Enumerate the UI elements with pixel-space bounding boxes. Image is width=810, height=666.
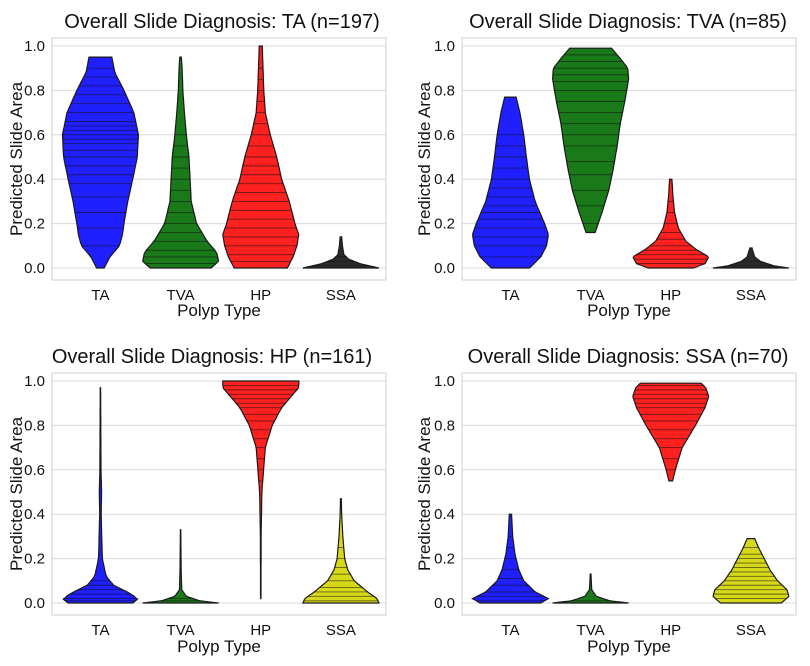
x-tick-label: HP	[660, 622, 681, 639]
y-tick-label: 0.2	[434, 216, 455, 233]
violin-hp	[632, 382, 710, 482]
violin-tva	[142, 56, 220, 269]
violin-ssa	[712, 538, 790, 604]
violin-body	[142, 529, 219, 604]
y-tick-label: 0.4	[434, 506, 455, 523]
chart-panel-1: 0.0 0.2 0.4 0.6 0.8 1.0 TA TVA HP SSA Overall Slid…	[415, 11, 797, 320]
violin-tva	[552, 573, 629, 604]
violin-ssa	[302, 236, 380, 269]
y-tick-label: 0.4	[24, 506, 45, 523]
y-tick-label: 0.0	[434, 260, 455, 277]
violin-body	[61, 56, 140, 269]
y-tick-label: 0.0	[24, 595, 45, 612]
x-tick-label: HP	[660, 287, 681, 304]
x-axis-label: Polyp Type	[177, 637, 261, 656]
y-tick-label: 0.8	[434, 417, 455, 434]
x-axis-label: Polyp Type	[587, 637, 671, 656]
violin-tva	[551, 47, 630, 234]
violin-ssa	[712, 247, 789, 269]
violin-hp	[222, 380, 300, 600]
y-tick-label: 1.0	[434, 373, 455, 390]
y-axis-label: Predicted Slide Area	[415, 81, 434, 236]
violin-ta	[471, 513, 550, 604]
y-tick-label: 0.0	[434, 595, 455, 612]
y-axis-label: Predicted Slide Area	[7, 81, 26, 236]
x-tick-label: TA	[501, 622, 519, 639]
violin-body	[301, 498, 380, 604]
chart-title: Overall Slide Diagnosis: HP (n=161)	[52, 346, 372, 368]
y-tick-label: 0.6	[434, 127, 455, 144]
chart-panel-2: 0.0 0.2 0.4 0.6 0.8 1.0 TA TVA HP SSA Overall Slid…	[7, 346, 387, 656]
violin-body	[302, 236, 380, 269]
violin-hp	[222, 45, 300, 269]
violin-body	[712, 538, 790, 604]
y-tick-label: 0.8	[24, 417, 45, 434]
x-tick-label: HP	[250, 622, 271, 639]
y-tick-label: 1.0	[434, 38, 455, 55]
x-tick-label: TVA	[167, 622, 195, 639]
violin-ta	[472, 96, 549, 269]
chart-panel-3: 0.0 0.2 0.4 0.6 0.8 1.0 TA TVA HP SSA Overall Slid…	[415, 346, 797, 656]
y-tick-label: 1.0	[24, 38, 45, 55]
y-tick-label: 0.2	[434, 551, 455, 568]
x-axis-label: Polyp Type	[587, 301, 671, 320]
chart-title: Overall Slide Diagnosis: TA (n=197)	[64, 11, 380, 33]
y-tick-label: 0.4	[434, 171, 455, 188]
violin-hp	[632, 178, 709, 269]
violin-body	[142, 56, 220, 269]
y-tick-label: 0.8	[24, 82, 45, 99]
y-tick-label: 0.6	[434, 462, 455, 479]
y-tick-label: 0.2	[24, 216, 45, 233]
violin-ssa	[301, 498, 380, 604]
violin-body	[551, 47, 630, 234]
y-tick-label: 0.4	[24, 171, 45, 188]
chart-panel-0: 0.0 0.2 0.4 0.6 0.8 1.0 TA TVA HP SSA Overall Slid…	[7, 11, 387, 320]
violin-tva	[142, 529, 219, 604]
y-axis-label: Predicted Slide Area	[415, 416, 434, 571]
x-tick-label: SSA	[736, 622, 766, 639]
y-tick-label: 0.6	[24, 462, 45, 479]
x-tick-label: TA	[91, 287, 109, 304]
x-tick-label: TA	[501, 287, 519, 304]
x-tick-label: TVA	[167, 287, 195, 304]
x-tick-label: TVA	[577, 287, 605, 304]
violin-body	[222, 380, 300, 600]
x-tick-label: HP	[250, 287, 271, 304]
violin-body	[472, 96, 549, 269]
chart-title: Overall Slide Diagnosis: TVA (n=85)	[469, 11, 787, 33]
violin-body	[552, 573, 629, 604]
violin-ta	[61, 56, 140, 269]
x-tick-label: SSA	[736, 287, 766, 304]
x-tick-label: SSA	[326, 622, 356, 639]
plot-area	[51, 372, 387, 616]
violin-ta	[62, 387, 139, 604]
y-tick-label: 1.0	[24, 373, 45, 390]
chart-title: Overall Slide Diagnosis: SSA (n=70)	[468, 346, 789, 368]
x-tick-label: SSA	[326, 287, 356, 304]
y-tick-label: 0.0	[24, 260, 45, 277]
y-axis-label: Predicted Slide Area	[7, 416, 26, 571]
x-tick-label: TVA	[577, 622, 605, 639]
violin-body	[62, 387, 139, 604]
x-axis-label: Polyp Type	[177, 301, 261, 320]
y-tick-label: 0.2	[24, 551, 45, 568]
y-tick-label: 0.6	[24, 127, 45, 144]
y-tick-label: 0.8	[434, 82, 455, 99]
x-tick-label: TA	[91, 622, 109, 639]
